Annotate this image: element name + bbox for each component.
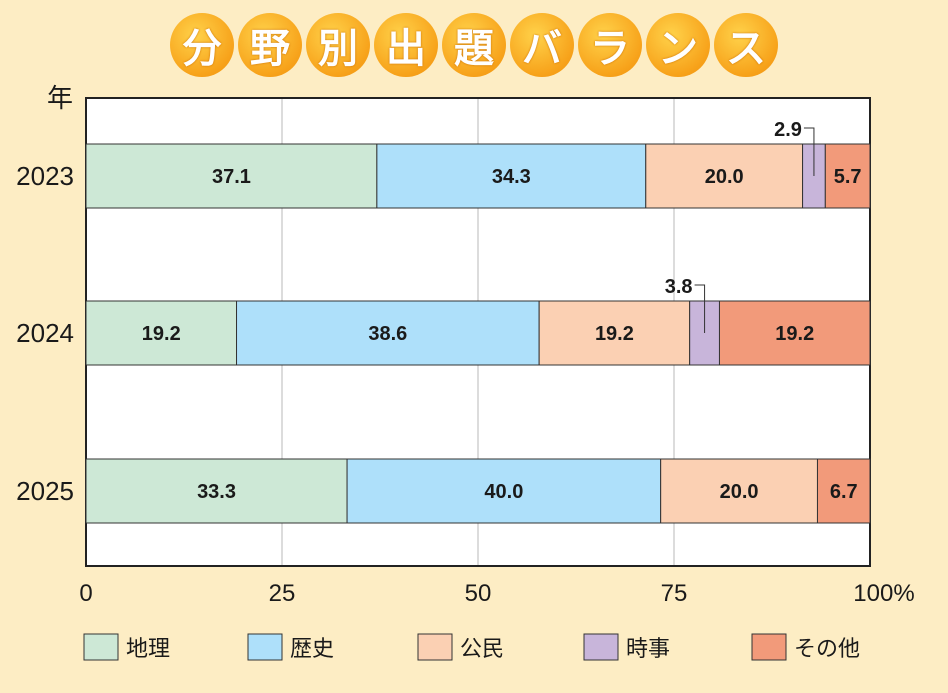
bar-segment	[660, 458, 818, 524]
title-char: 出	[374, 13, 438, 77]
legend-label: 時事	[626, 636, 670, 661]
legend-label: 地理	[126, 636, 170, 661]
legend-label: その他	[794, 636, 860, 661]
legend-swatch	[247, 633, 283, 661]
data-label: 6.7	[830, 481, 858, 503]
title-char: ラ	[578, 13, 642, 77]
data-label: 3.8	[665, 276, 693, 298]
bar-segment	[816, 458, 871, 524]
data-label: 40.0	[484, 481, 523, 503]
legend-label: 公民	[460, 636, 504, 661]
data-label: 19.2	[775, 323, 814, 345]
data-label: 5.7	[834, 166, 862, 188]
title-char: バ	[510, 13, 574, 77]
data-label: 20.0	[720, 481, 759, 503]
data-label: 34.3	[492, 166, 531, 188]
data-label: 37.1	[212, 166, 251, 188]
legend-swatch	[417, 633, 453, 661]
data-label: 19.2	[142, 323, 181, 345]
legend-swatch	[83, 633, 119, 661]
data-label: 2.9	[774, 119, 802, 141]
category-label: 2024	[16, 318, 74, 348]
title-char: 野	[238, 13, 302, 77]
data-label: 33.3	[197, 481, 236, 503]
callout-line	[803, 127, 815, 176]
legend-label: 歴史	[290, 636, 334, 661]
title-char: 分	[170, 13, 234, 77]
bar-segment	[236, 300, 540, 366]
category-label: 2023	[16, 161, 74, 191]
bar-segment	[718, 300, 871, 366]
bar-segment	[85, 458, 348, 524]
x-tick-label: 25	[269, 580, 296, 607]
data-label: 38.6	[368, 323, 407, 345]
callout-line	[694, 284, 706, 333]
bar-segment	[85, 300, 238, 366]
x-tick-label: 0	[79, 580, 92, 607]
title-char: 別	[306, 13, 370, 77]
chart-title: 分野別出題バランス	[0, 10, 948, 80]
legend-swatch	[751, 633, 787, 661]
data-label: 20.0	[705, 166, 744, 188]
bar-segment	[376, 143, 647, 209]
y-axis-label: 年	[47, 83, 73, 113]
data-label: 19.2	[595, 323, 634, 345]
title-char: ス	[714, 13, 778, 77]
bar-segment	[645, 143, 804, 209]
bar-segment	[85, 143, 378, 209]
bar-segment	[346, 458, 662, 524]
bar-segment	[824, 143, 871, 209]
title-char: 題	[442, 13, 506, 77]
x-tick-label: 100%	[853, 580, 914, 607]
title-char: ン	[646, 13, 710, 77]
x-tick-label: 50	[465, 580, 492, 607]
category-label: 2025	[16, 476, 74, 506]
legend-swatch	[583, 633, 619, 661]
x-tick-label: 75	[661, 580, 688, 607]
